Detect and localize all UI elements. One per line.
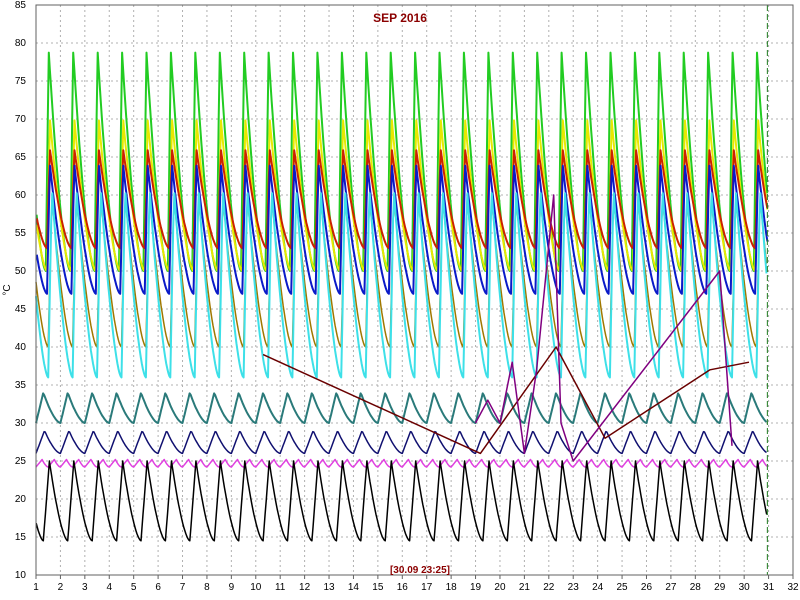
x-tick-label: 17 [421, 582, 433, 593]
x-tick-label: 5 [131, 582, 137, 593]
chart-title: SEP 2016 [373, 11, 427, 25]
x-tick-label: 23 [568, 582, 580, 593]
x-tick-label: 9 [229, 582, 235, 593]
series-line-8 [35, 430, 767, 455]
y-tick-label: 65 [15, 152, 27, 163]
x-tick-label: 13 [323, 582, 335, 593]
series-line-12 [474, 194, 733, 462]
series-line-10 [35, 460, 768, 542]
x-tick-label: 12 [299, 582, 311, 593]
x-tick-label: 15 [372, 582, 384, 593]
y-tick-label: 60 [15, 190, 27, 201]
y-tick-label: 15 [15, 532, 27, 543]
x-tick-label: 29 [714, 582, 726, 593]
x-tick-label: 24 [592, 582, 604, 593]
x-tick-label: 10 [250, 582, 262, 593]
y-axis-label: °C [2, 284, 13, 295]
y-tick-label: 25 [15, 456, 27, 467]
x-tick-label: 31 [763, 582, 775, 593]
x-tick-label: 16 [397, 582, 409, 593]
y-tick-label: 10 [15, 570, 27, 581]
x-tick-label: 18 [446, 582, 458, 593]
series-line-9 [35, 458, 768, 468]
x-tick-label: 27 [665, 582, 677, 593]
timestamp-label: [30.09 23:25] [390, 565, 450, 576]
x-axis-ticks: 1 2 3 4 5 6 7 8 9 10 11 12 13 14 15 16 17 18 19 20 21 22 23 24 2… [33, 575, 799, 593]
y-tick-label: 35 [15, 380, 27, 391]
x-tick-label: 8 [204, 582, 210, 593]
x-tick-label: 6 [155, 582, 161, 593]
y-tick-label: 45 [15, 304, 27, 315]
x-tick-label: 22 [543, 582, 555, 593]
x-tick-label: 14 [348, 582, 360, 593]
y-tick-label: 75 [15, 76, 27, 87]
y-tick-label: 20 [15, 494, 27, 505]
y-tick-label: 80 [15, 38, 27, 49]
x-tick-label: 25 [617, 582, 629, 593]
x-tick-label: 20 [494, 582, 506, 593]
x-tick-label: 21 [519, 582, 531, 593]
x-tick-label: 28 [690, 582, 702, 593]
y-tick-label: 55 [15, 228, 27, 239]
x-tick-label: 2 [58, 582, 64, 593]
series-line-11 [262, 346, 750, 455]
x-tick-label: 3 [82, 582, 88, 593]
x-tick-label: 7 [180, 582, 186, 593]
y-tick-label: 40 [15, 342, 27, 353]
plot-frame [35, 4, 794, 576]
series-line-6 [35, 192, 768, 379]
y-tick-label: 85 [15, 0, 27, 11]
x-tick-label: 4 [106, 582, 112, 593]
x-tick-label: 32 [787, 582, 799, 593]
x-tick-label: 11 [275, 582, 286, 593]
series-line-3 [35, 149, 769, 250]
y-tick-label: 50 [15, 266, 27, 277]
x-tick-label: 30 [739, 582, 751, 593]
x-tick-label: 19 [470, 582, 482, 593]
x-tick-label: 1 [33, 582, 39, 593]
series-line-7 [35, 392, 768, 424]
series-line-5 [35, 164, 769, 295]
x-tick-label: 26 [641, 582, 653, 593]
series-group [35, 51, 769, 542]
y-tick-label: 30 [15, 418, 27, 429]
y-axis-ticks: 10 15 20 25 30 35 40 45 50 55 60 65 70 75 80 85 [15, 0, 27, 581]
y-tick-label: 70 [15, 114, 27, 125]
